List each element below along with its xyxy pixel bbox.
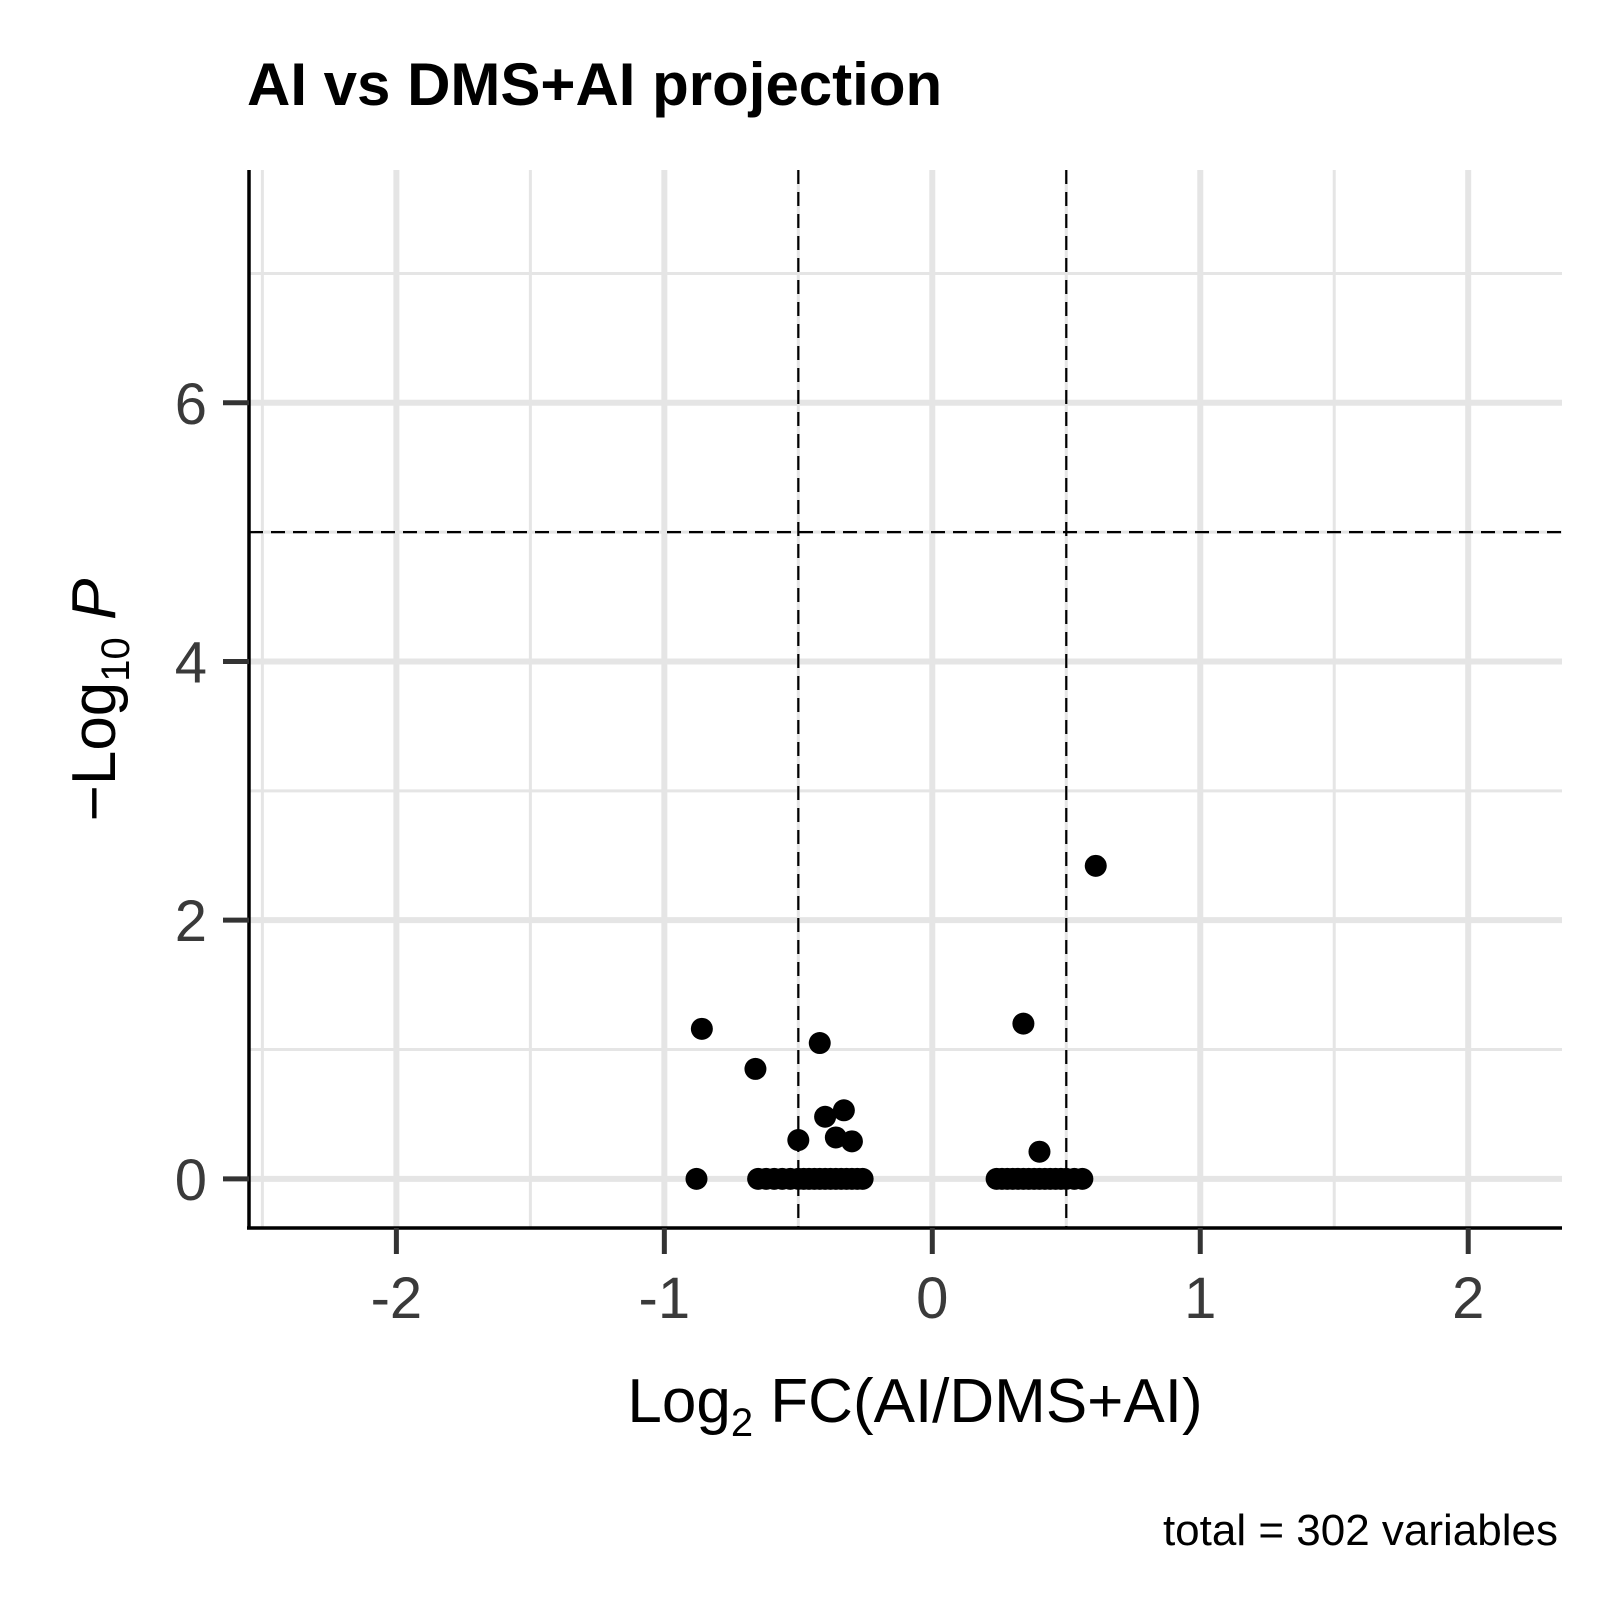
x-axis-ticks: -2 -1 0 1 2 bbox=[371, 1228, 1484, 1331]
data-point bbox=[808, 1032, 831, 1055]
data-points bbox=[685, 854, 1107, 1190]
grid-lines bbox=[249, 170, 1562, 1228]
x-tick-label: 0 bbox=[916, 1266, 948, 1331]
x-axis-title-suffix: FC(AI/DMS+AI) bbox=[753, 1367, 1203, 1436]
data-point bbox=[1084, 854, 1107, 877]
y-tick-label: 4 bbox=[175, 630, 207, 695]
data-point bbox=[1071, 1167, 1094, 1190]
data-point bbox=[685, 1167, 708, 1190]
x-tick-label: 2 bbox=[1452, 1266, 1484, 1331]
y-tick-label: 2 bbox=[175, 889, 207, 954]
x-axis-title-prefix: Log bbox=[627, 1367, 730, 1436]
y-axis-title-prefix: −Log bbox=[60, 682, 129, 822]
y-axis-title-subscript: 10 bbox=[94, 637, 138, 682]
data-point bbox=[1028, 1140, 1051, 1163]
x-tick-label: -1 bbox=[639, 1266, 691, 1331]
threshold-lines bbox=[249, 170, 1562, 1228]
y-axis-ticks: 0 2 4 6 bbox=[175, 372, 249, 1213]
data-point bbox=[851, 1167, 874, 1190]
x-tick-label: -2 bbox=[371, 1266, 423, 1331]
chart-caption: total = 302 variables bbox=[1163, 1506, 1558, 1555]
y-tick-label: 0 bbox=[175, 1148, 207, 1213]
data-point bbox=[814, 1105, 837, 1128]
chart-title: AI vs DMS+AI projection bbox=[247, 51, 942, 118]
y-tick-label: 6 bbox=[175, 372, 207, 437]
x-tick-label: 1 bbox=[1184, 1266, 1216, 1331]
data-point bbox=[840, 1130, 863, 1153]
y-axis-title-suffix: P bbox=[60, 579, 129, 638]
data-point bbox=[1012, 1012, 1035, 1035]
data-point bbox=[832, 1099, 855, 1122]
y-axis-title: −Log10 P bbox=[60, 579, 138, 822]
data-point bbox=[690, 1017, 713, 1040]
x-axis-title-subscript: 2 bbox=[731, 1401, 753, 1445]
x-axis-title: Log2 FC(AI/DMS+AI) bbox=[627, 1367, 1202, 1445]
data-point bbox=[787, 1129, 810, 1152]
data-point bbox=[744, 1057, 767, 1080]
